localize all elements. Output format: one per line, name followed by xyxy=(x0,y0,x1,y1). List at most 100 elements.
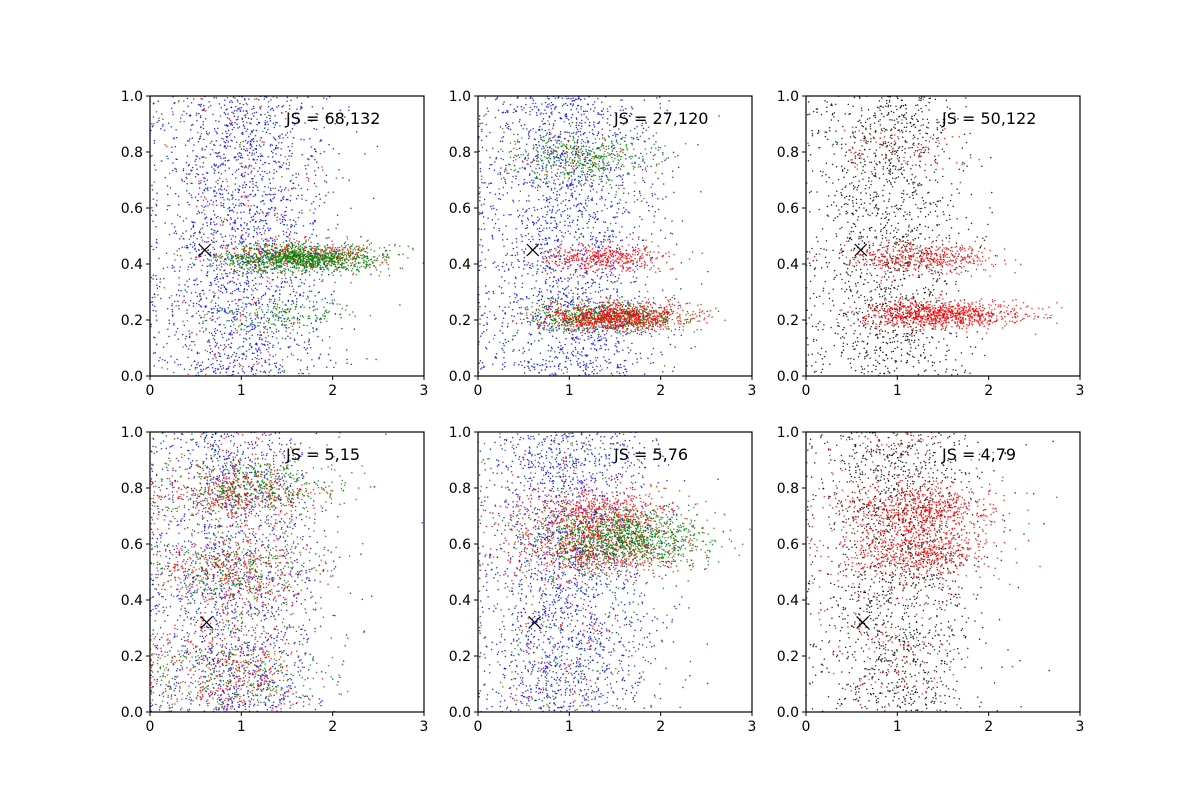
scatter-point xyxy=(247,282,250,284)
scatter-point xyxy=(215,276,218,278)
scatter-point xyxy=(248,257,250,260)
scatter-point xyxy=(277,135,280,138)
scatter-point xyxy=(238,365,241,368)
scatter-point xyxy=(262,254,265,257)
scatter-point xyxy=(671,220,673,222)
scatter-point xyxy=(297,246,300,248)
scatter-point xyxy=(605,288,608,290)
scatter-point xyxy=(176,214,179,216)
scatter-point xyxy=(344,253,346,256)
scatter-point xyxy=(221,246,224,249)
scatter-point xyxy=(236,359,239,361)
scatter-point xyxy=(346,261,348,264)
scatter-point xyxy=(301,198,303,200)
scatter-point xyxy=(237,168,240,170)
scatter-point xyxy=(207,310,210,313)
scatter-point xyxy=(186,97,189,100)
scatter-point xyxy=(201,205,203,207)
scatter-point xyxy=(244,261,246,264)
scatter-point xyxy=(310,259,313,262)
scatter-point xyxy=(225,130,227,133)
scatter-point xyxy=(268,162,270,165)
scatter-point xyxy=(332,274,334,277)
scatter-point xyxy=(335,362,337,364)
scatter-point xyxy=(215,140,218,142)
scatter-point xyxy=(321,299,324,301)
scatter-point xyxy=(512,122,514,124)
scatter-point xyxy=(327,273,330,276)
scatter-point xyxy=(289,337,292,339)
scatter-point xyxy=(266,280,269,283)
scatter-point xyxy=(335,256,338,259)
scatter-point xyxy=(246,128,249,131)
scatter-point xyxy=(267,309,269,311)
scatter-point xyxy=(582,206,585,208)
scatter-point xyxy=(346,252,348,254)
scatter-point xyxy=(529,110,531,113)
scatter-point xyxy=(302,295,304,297)
scatter-point xyxy=(333,250,336,253)
scatter-point xyxy=(215,131,218,133)
scatter-point xyxy=(223,111,226,114)
scatter-point xyxy=(349,250,352,252)
scatter-point xyxy=(356,245,358,248)
scatter-point xyxy=(183,100,185,102)
scatter-point xyxy=(567,217,569,220)
scatter-point xyxy=(272,258,274,260)
scatter-point xyxy=(225,262,227,264)
scatter-point xyxy=(224,99,226,101)
scatter-point xyxy=(150,276,153,279)
scatter-point xyxy=(292,174,294,176)
scatter-point xyxy=(206,241,208,243)
scatter-point xyxy=(291,272,294,274)
scatter-point xyxy=(201,98,204,101)
scatter-point xyxy=(214,259,217,261)
scatter-point xyxy=(310,146,313,148)
scatter-point xyxy=(569,233,571,235)
scatter-point xyxy=(250,170,253,173)
scatter-point xyxy=(196,213,198,215)
scatter-point xyxy=(241,133,244,136)
scatter-point xyxy=(244,140,247,142)
scatter-point xyxy=(197,141,200,143)
scatter-point xyxy=(267,227,269,229)
scatter-point xyxy=(170,355,172,357)
scatter-point xyxy=(220,263,223,265)
scatter-point xyxy=(235,255,237,258)
scatter-point xyxy=(249,133,252,135)
scatter-point xyxy=(235,246,237,248)
scatter-point xyxy=(225,312,227,314)
scatter-point xyxy=(291,285,293,287)
scatter-point xyxy=(265,285,268,287)
scatter-point xyxy=(215,96,218,99)
scatter-point xyxy=(324,315,327,318)
scatter-point xyxy=(238,356,240,359)
scatter-point xyxy=(553,226,555,229)
scatter-point xyxy=(223,308,226,310)
scatter-point xyxy=(256,357,258,360)
scatter-point xyxy=(548,227,551,229)
scatter-point xyxy=(186,183,189,185)
scatter-point xyxy=(296,319,299,321)
scatter-point xyxy=(251,321,253,324)
scatter-point xyxy=(295,232,298,235)
scatter-point xyxy=(279,347,281,350)
scatter-point xyxy=(244,358,247,360)
scatter-point xyxy=(309,237,311,239)
scatter-point xyxy=(260,258,262,260)
scatter-point xyxy=(253,260,256,262)
scatter-point xyxy=(291,121,294,124)
scatter-point xyxy=(200,195,202,198)
scatter-point xyxy=(198,303,200,306)
scatter-point xyxy=(285,304,288,306)
scatter-point xyxy=(301,304,304,306)
scatter-point xyxy=(546,182,548,184)
scatter-point xyxy=(293,317,295,319)
scatter-point xyxy=(523,318,525,321)
scatter-point xyxy=(355,269,358,271)
scatter-point xyxy=(274,148,277,150)
scatter-point xyxy=(268,240,270,242)
scatter-point xyxy=(362,258,364,260)
scatter-point xyxy=(211,334,214,337)
scatter-point xyxy=(576,131,578,133)
